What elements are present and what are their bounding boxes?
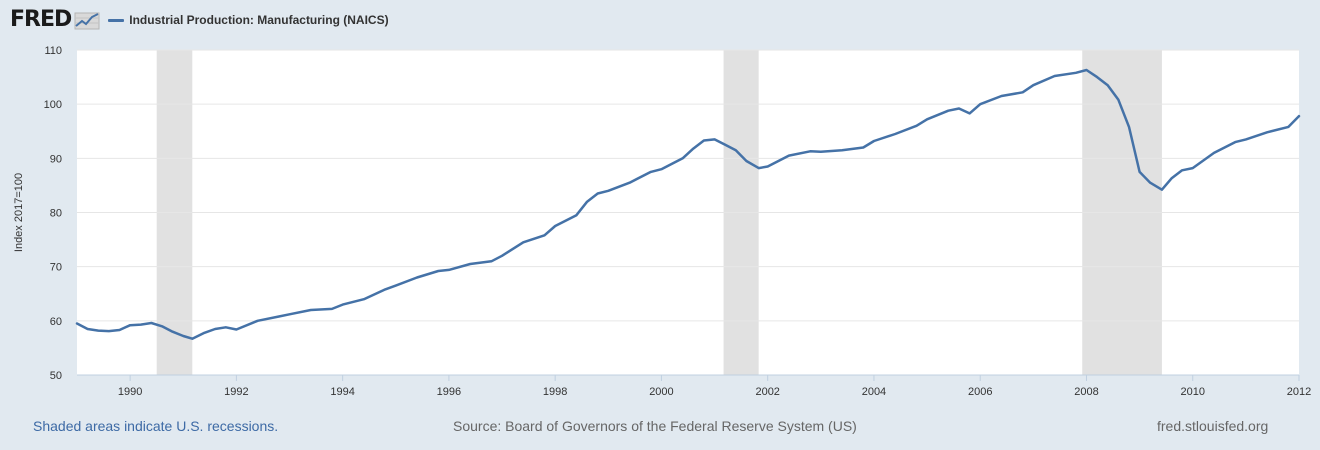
x-tick-label: 2004 xyxy=(862,386,886,398)
legend-swatch xyxy=(108,18,125,22)
recession-note[interactable]: Shaded areas indicate U.S. recessions. xyxy=(33,418,279,434)
chart-header: FRED Industrial Production: Manufacturin… xyxy=(10,6,389,34)
x-tick-label: 1996 xyxy=(437,386,461,398)
x-tick-label: 2002 xyxy=(755,386,779,398)
x-tick-label: 1990 xyxy=(118,386,142,398)
x-tick-label: 2008 xyxy=(1074,386,1098,398)
line-chart-icon xyxy=(74,12,100,30)
y-tick-label: 90 xyxy=(50,153,62,165)
site-link[interactable]: fred.stlouisfed.org xyxy=(1157,418,1269,434)
y-tick-label: 60 xyxy=(50,316,62,328)
x-tick-label: 2010 xyxy=(1180,386,1204,398)
y-tick-label: 100 xyxy=(44,99,62,111)
x-tick-label: 2006 xyxy=(968,386,992,398)
x-tick-label: 2000 xyxy=(649,386,673,398)
line-chart[interactable]: 50 60 70 80 90 100 110 1990 1992 1994 1996 1998 2000… xyxy=(0,0,1320,410)
x-tick-label: 1994 xyxy=(330,386,354,398)
fred-logo[interactable]: FRED xyxy=(10,7,72,32)
source-note: Source: Board of Governors of the Federa… xyxy=(453,418,857,434)
legend-series-label: Industrial Production: Manufacturing (NA… xyxy=(129,13,389,27)
x-tick-label: 1998 xyxy=(543,386,567,398)
y-tick-label: 110 xyxy=(44,45,62,57)
series-line xyxy=(75,68,1301,340)
x-tick-label: 2012 xyxy=(1287,386,1311,398)
y-tick-label: 70 xyxy=(50,262,62,274)
y-tick-label: 80 xyxy=(50,208,62,220)
x-tick-label: 1992 xyxy=(224,386,248,398)
chart-legend: Industrial Production: Manufacturing (NA… xyxy=(108,13,389,27)
y-tick-label: 50 xyxy=(50,370,62,382)
y-axis-label: Index 2017=100 xyxy=(13,173,25,252)
